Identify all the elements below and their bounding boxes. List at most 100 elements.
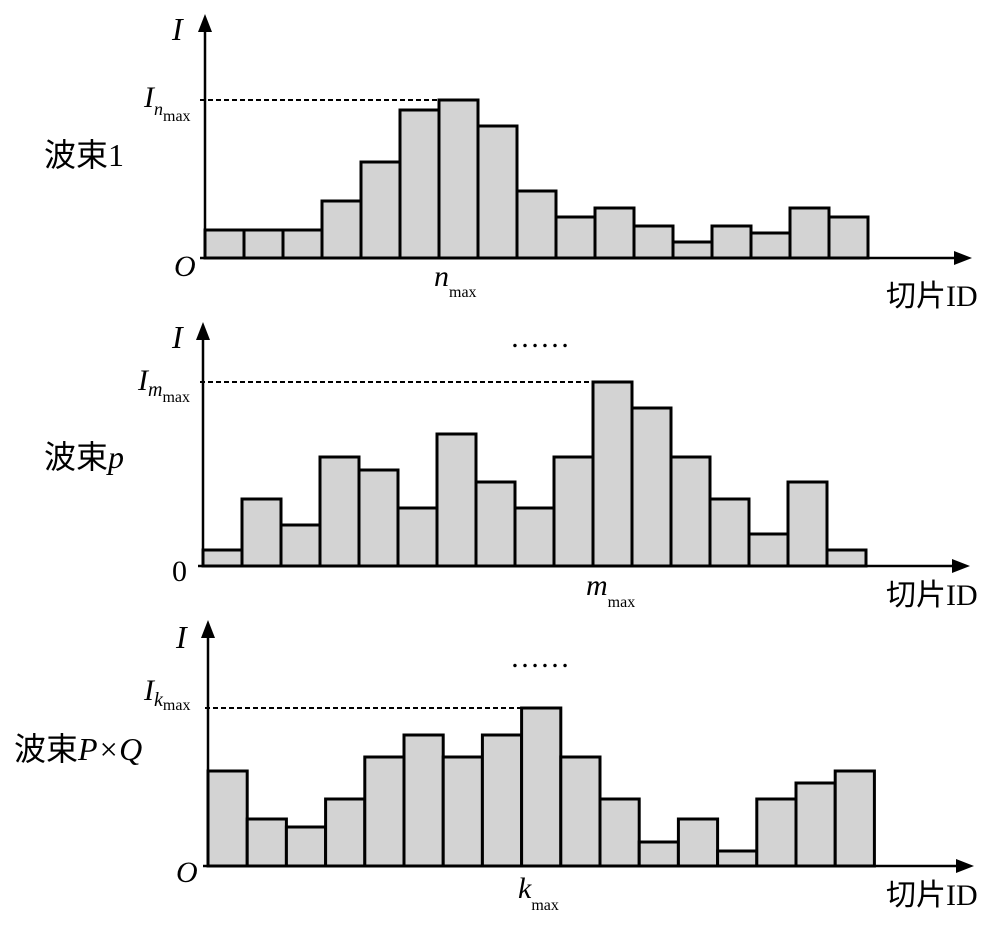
ellipsis: …… (510, 321, 570, 354)
bar-1 (206, 769, 249, 868)
bar-14 (708, 497, 751, 568)
bar-8 (474, 480, 517, 568)
origin-label: O (176, 856, 198, 889)
bar-2 (245, 817, 288, 868)
argmax-subscript: max (531, 897, 559, 914)
bar-11 (593, 206, 636, 260)
x-axis-label: 切片ID (886, 280, 978, 313)
max-intensity-symbol: I (143, 674, 156, 707)
bar-13 (669, 455, 712, 568)
beam-label: 波束p (44, 439, 124, 475)
max-intensity-symbol: I (143, 81, 156, 114)
bar-14 (710, 224, 753, 260)
bar-7 (435, 432, 478, 568)
bar-12 (637, 840, 680, 868)
argmax-label: nmax (434, 260, 477, 301)
y-axis-label: I (171, 11, 184, 47)
bar-11 (598, 797, 641, 868)
beam-label: 波束1 (44, 137, 124, 173)
y-axis-arrow (196, 322, 210, 340)
bar-8 (480, 733, 524, 868)
bar-5 (359, 160, 402, 260)
bar-7 (441, 755, 484, 868)
argmax-subscript: max (449, 284, 477, 301)
bar-9 (515, 189, 558, 260)
origin-label: 0 (172, 555, 187, 588)
bar-15 (747, 532, 790, 568)
bar-group (206, 706, 876, 868)
argmax-symbol: k (518, 872, 532, 905)
bar-2 (240, 497, 283, 568)
chart-panel-beam-p: I 0 切片ID …… 波束p Immax mmax (44, 319, 978, 612)
bar-9 (520, 706, 563, 868)
bar-16 (788, 206, 831, 260)
bar-1 (203, 228, 246, 260)
max-intensity-label: Ikmax (143, 674, 190, 714)
max-intensity-subsubscript: max (163, 108, 191, 125)
bar-10 (559, 755, 602, 868)
chart-panel-beam-pxq: I O 切片ID …… 波束P×Q Ikmax kmax (14, 619, 978, 914)
argmax-label: kmax (518, 872, 559, 914)
bar-12 (630, 406, 673, 568)
max-intensity-subscript: m (148, 379, 162, 401)
bar-6 (396, 506, 439, 568)
bar-13 (676, 817, 720, 868)
max-intensity-symbol: I (137, 364, 150, 397)
bar-12 (632, 224, 675, 260)
y-axis-label: I (171, 319, 184, 355)
bar-15 (749, 231, 792, 260)
bar-6 (398, 108, 441, 260)
bar-15 (755, 797, 798, 868)
argmax-symbol: m (586, 569, 608, 602)
y-axis-arrow (198, 14, 212, 32)
beam-label-suffix: P×Q (77, 731, 142, 767)
beam-label: 波束P×Q (14, 731, 142, 767)
bar-4 (324, 797, 367, 868)
argmax-symbol: n (434, 260, 449, 293)
bar-3 (281, 228, 324, 260)
beam-label-suffix: 1 (108, 137, 124, 173)
bar-group (201, 380, 868, 568)
bar-group (203, 98, 870, 260)
y-axis-label: I (175, 619, 188, 655)
origin-label: O (174, 250, 196, 283)
bar-17 (833, 769, 876, 868)
max-intensity-subsubscript: max (162, 389, 190, 406)
bar-16 (786, 480, 829, 568)
max-intensity-label: Immax (137, 364, 190, 406)
argmax-subscript: max (608, 594, 636, 611)
x-axis-arrow (956, 859, 974, 873)
bar-7 (437, 98, 480, 260)
bar-2 (242, 228, 285, 260)
max-intensity-subsubscript: max (163, 697, 191, 714)
x-axis-label: 切片ID (886, 879, 978, 912)
bar-13 (671, 240, 714, 260)
bar-17 (827, 215, 870, 260)
y-axis-arrow (201, 620, 215, 638)
bar-1 (201, 548, 244, 568)
max-intensity-label: Inmax (143, 81, 191, 125)
bar-6 (402, 733, 445, 868)
max-intensity-subscript: k (154, 689, 164, 711)
bar-8 (476, 124, 519, 260)
bar-5 (357, 468, 400, 568)
bar-4 (318, 455, 361, 568)
x-axis-arrow (954, 251, 972, 265)
beam-label-prefix: 波束 (44, 137, 108, 173)
bar-10 (554, 215, 597, 260)
beam-label-prefix: 波束 (44, 439, 108, 475)
bar-3 (284, 825, 328, 868)
chart-panel-beam-1: I O 切片ID 波束1 Inmax nmax (44, 11, 978, 313)
bar-14 (716, 849, 759, 868)
beam-label-prefix: 波束 (14, 731, 78, 767)
bar-9 (513, 506, 556, 568)
bar-16 (794, 781, 837, 868)
max-intensity-subscript: n (154, 99, 163, 119)
x-axis-arrow (952, 559, 970, 573)
argmax-label: mmax (586, 569, 635, 611)
bar-5 (363, 755, 406, 868)
bar-10 (552, 455, 595, 568)
bar-4 (320, 199, 363, 260)
bar-3 (279, 523, 322, 568)
